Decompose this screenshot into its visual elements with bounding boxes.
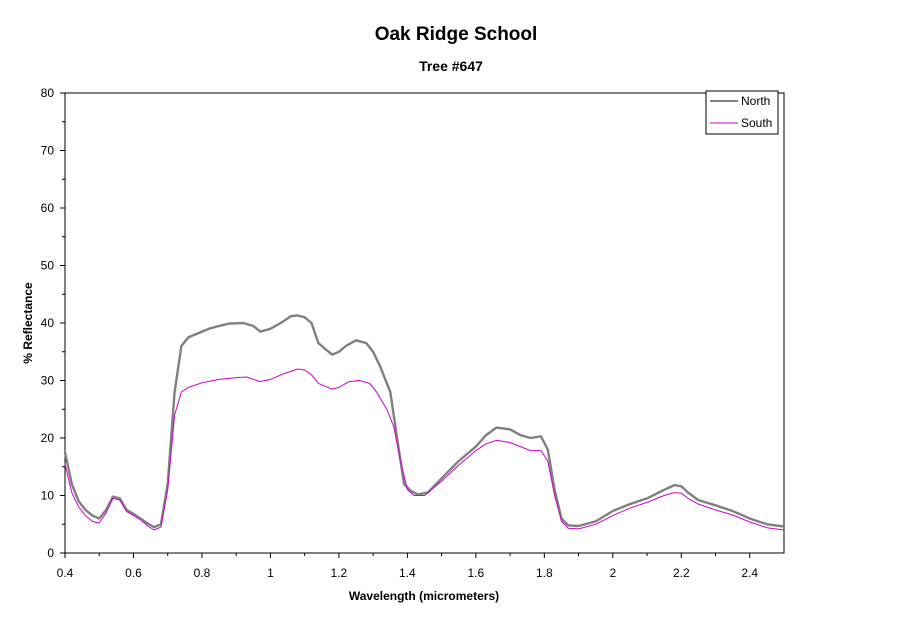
x-tick-label: 1 bbox=[267, 566, 274, 580]
x-tick-label: 1.2 bbox=[331, 566, 348, 580]
y-axis: 0 10 20 30 40 50 60 70 80 bbox=[41, 86, 65, 560]
x-tick-label: 2.4 bbox=[741, 566, 758, 580]
y-axis-label: % Reflectance bbox=[21, 282, 35, 364]
y-tick-label: 60 bbox=[41, 201, 55, 215]
legend-label-north: North bbox=[741, 94, 770, 108]
plot-area bbox=[64, 92, 785, 554]
x-tick-label: 2.2 bbox=[673, 566, 690, 580]
x-tick-label: 1.8 bbox=[536, 566, 553, 580]
x-tick-label: 2 bbox=[609, 566, 616, 580]
x-tick-label: 0.6 bbox=[125, 566, 142, 580]
x-tick-label: 0.8 bbox=[194, 566, 211, 580]
y-tick-label: 70 bbox=[41, 144, 55, 158]
legend: North South bbox=[705, 90, 779, 135]
chart-title: Oak Ridge School bbox=[375, 24, 538, 45]
y-tick-label: 20 bbox=[41, 431, 55, 445]
x-tick-label: 1.6 bbox=[468, 566, 485, 580]
x-axis-label: Wavelength (micrometers) bbox=[349, 589, 499, 603]
legend-box bbox=[705, 90, 779, 135]
series-line-south bbox=[64, 368, 785, 531]
y-tick-label: 0 bbox=[47, 546, 54, 560]
series-lines bbox=[63, 314, 786, 531]
series-line-north bbox=[63, 314, 786, 529]
legend-label-south: South bbox=[741, 116, 772, 130]
y-tick-label: 10 bbox=[41, 489, 55, 503]
y-tick-label: 30 bbox=[41, 374, 55, 388]
y-tick-label: 50 bbox=[41, 259, 55, 273]
y-tick-label: 40 bbox=[41, 316, 55, 330]
y-tick-label: 80 bbox=[41, 86, 55, 100]
x-tick-label: 0.4 bbox=[57, 566, 74, 580]
x-axis: 0.4 0.6 0.8 1 1.2 1.4 1.6 1.8 2 2.2 2.4 bbox=[57, 553, 758, 580]
x-tick-label: 1.4 bbox=[399, 566, 416, 580]
chart-subtitle: Tree #647 bbox=[419, 58, 483, 74]
